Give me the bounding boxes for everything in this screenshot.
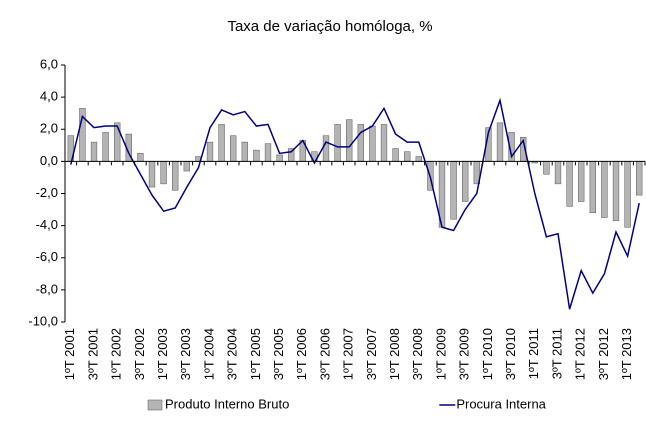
bar xyxy=(264,143,272,162)
bar xyxy=(172,161,179,191)
bar xyxy=(462,161,469,202)
legend-label: Procura Interna xyxy=(456,396,546,411)
bar xyxy=(183,161,190,172)
bar xyxy=(114,122,121,162)
x-tick-label: 1ºT 2013 xyxy=(619,328,634,380)
x-tick-label: 1ºT 2005 xyxy=(248,328,263,380)
bar xyxy=(102,132,109,162)
bar xyxy=(554,161,562,185)
bar xyxy=(206,141,214,162)
legend-swatch xyxy=(147,399,163,411)
x-tick-label: 3ºT 2010 xyxy=(503,328,518,380)
bar xyxy=(334,124,341,162)
y-tick-label: 6,0 xyxy=(40,56,58,71)
x-tick-label: 1ºT 2012 xyxy=(573,328,588,380)
y-tick-label: 4,0 xyxy=(40,89,58,104)
bar xyxy=(496,122,504,162)
x-tick-label: 3ºT 2005 xyxy=(271,328,286,380)
bar xyxy=(369,125,376,162)
x-tick-label: 1ºT 2009 xyxy=(433,328,448,380)
x-tick-label: 3ºT 2006 xyxy=(317,328,332,380)
x-tick-label: 1ºT 2011 xyxy=(526,328,541,379)
bar xyxy=(624,161,631,228)
bar xyxy=(160,161,167,185)
bar xyxy=(589,161,596,214)
bar xyxy=(450,161,457,220)
x-tick-label: 3ºT 2011 xyxy=(549,328,564,379)
bar xyxy=(148,161,156,188)
x-tick-label: 1ºT 2003 xyxy=(155,328,170,380)
x-tick-label: 3ºT 2003 xyxy=(178,328,193,380)
line xyxy=(70,97,640,310)
bar xyxy=(276,154,283,162)
bar xyxy=(218,124,225,162)
bar xyxy=(543,161,550,175)
y-tick-label: 0,0 xyxy=(40,153,58,168)
y-tick-label: -6,0 xyxy=(36,249,58,264)
bar xyxy=(346,119,353,162)
bar xyxy=(90,141,98,162)
bar xyxy=(612,161,620,222)
bar xyxy=(566,161,573,207)
x-tick-label: 1ºT 2001 xyxy=(62,328,77,380)
y-tick-label: -10,0 xyxy=(28,313,58,328)
x-tick-label: 3ºT 2007 xyxy=(364,328,379,380)
x-tick-label: 1ºT 2002 xyxy=(109,328,124,380)
x-tick-label: 3ºT 2002 xyxy=(132,328,147,380)
y-tick-label: 2,0 xyxy=(40,121,58,136)
bar xyxy=(380,124,388,162)
bar xyxy=(404,151,411,162)
bar xyxy=(415,156,422,162)
x-tick-label: 1ºT 2006 xyxy=(294,328,309,380)
x-tick-label: 3ºT 2004 xyxy=(225,328,240,380)
bar xyxy=(241,141,248,162)
bar xyxy=(601,161,608,218)
bar xyxy=(253,149,260,162)
x-tick-label: 3ºT 2001 xyxy=(85,328,100,380)
chart-title: Taxa de variação homóloga, % xyxy=(227,18,432,35)
bar xyxy=(578,161,585,202)
y-tick-label: -8,0 xyxy=(36,281,58,296)
x-tick-label: 3ºT 2012 xyxy=(596,328,611,380)
bar xyxy=(230,135,237,162)
x-tick-label: 1ºT 2004 xyxy=(201,328,216,380)
x-tick-label: 3ºT 2009 xyxy=(457,328,472,380)
bar xyxy=(322,135,330,162)
x-tick-label: 1ºT 2007 xyxy=(341,328,356,380)
bar xyxy=(357,124,364,162)
x-tick-label: 1ºT 2010 xyxy=(480,328,495,380)
bar xyxy=(392,148,399,162)
legend-label: Produto Interno Bruto xyxy=(165,396,289,411)
x-tick-label: 3ºT 2008 xyxy=(410,328,425,380)
bar xyxy=(636,161,643,196)
y-tick-label: -2,0 xyxy=(36,185,58,200)
bar xyxy=(137,153,144,162)
y-tick-label: -4,0 xyxy=(36,217,58,232)
x-tick-label: 1ºT 2008 xyxy=(387,328,402,380)
